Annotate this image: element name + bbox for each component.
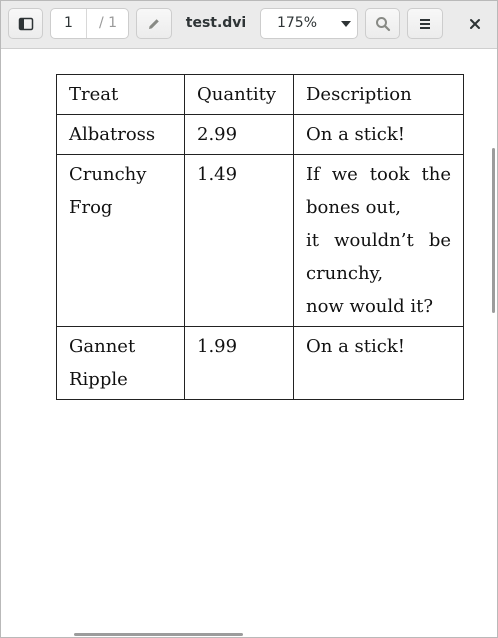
current-page-input[interactable]: 1 bbox=[51, 9, 87, 38]
page-number-entry[interactable]: 1 / 1 bbox=[50, 8, 129, 39]
table-row: Gannet Ripple 1.99 On a stick! bbox=[56, 326, 464, 400]
header-toolbar: 1 / 1 test.dvi 175% bbox=[1, 1, 497, 49]
close-window-button[interactable] bbox=[459, 8, 490, 39]
treat-name: Gannet bbox=[69, 336, 136, 357]
table-header-row: Treat Quantity Description bbox=[56, 74, 464, 115]
document-title: test.dvi bbox=[185, 15, 247, 31]
annotate-button[interactable] bbox=[136, 8, 172, 39]
header-quantity: Quantity bbox=[184, 74, 294, 115]
treat-name: Crunchy bbox=[69, 164, 147, 185]
treats-table: Treat Quantity Description Albatross 2.9… bbox=[56, 74, 464, 400]
close-icon bbox=[469, 18, 480, 29]
horizontal-scrollbar[interactable] bbox=[74, 633, 243, 636]
chevron-down-icon[interactable] bbox=[335, 9, 357, 38]
table-row: Albatross 2.99 On a stick! bbox=[56, 114, 464, 155]
header-treat: Treat bbox=[56, 74, 185, 115]
treat-cell: Albatross bbox=[56, 114, 185, 155]
description-line: it wouldn’t be bbox=[306, 230, 451, 251]
pencil-icon bbox=[149, 18, 159, 29]
treat-name: Albatross bbox=[69, 124, 156, 145]
zoom-value[interactable]: 175% bbox=[276, 15, 318, 31]
search-button[interactable] bbox=[365, 8, 400, 39]
description-line: bones out, bbox=[306, 197, 401, 218]
description-line: If we took the bbox=[306, 164, 451, 185]
quantity-cell: 1.49 bbox=[184, 154, 294, 327]
search-icon bbox=[375, 16, 390, 31]
document-page-view[interactable]: Treat Quantity Description Albatross 2.9… bbox=[1, 49, 497, 637]
description-cell: On a stick! bbox=[293, 114, 464, 155]
sidebar-toggle-button[interactable] bbox=[8, 8, 43, 39]
header-description: Description bbox=[293, 74, 464, 115]
treat-cell: Crunchy Frog bbox=[56, 154, 185, 327]
treat-name: Ripple bbox=[69, 369, 128, 390]
description-cell: On a stick! bbox=[293, 326, 464, 400]
hamburger-menu-icon bbox=[420, 18, 430, 29]
zoom-selector[interactable]: 175% bbox=[260, 8, 358, 39]
description-line: On a stick! bbox=[306, 124, 405, 145]
description-line: crunchy, bbox=[306, 263, 384, 284]
treat-name: Frog bbox=[69, 197, 113, 218]
description-cell: If we took the bones out, it wouldn’t be… bbox=[293, 154, 464, 327]
treat-cell: Gannet Ripple bbox=[56, 326, 185, 400]
main-menu-button[interactable] bbox=[407, 8, 443, 39]
quantity-cell: 2.99 bbox=[184, 114, 294, 155]
description-line: now would it? bbox=[306, 296, 434, 317]
sidebar-toggle-icon bbox=[18, 17, 33, 30]
quantity-cell: 1.99 bbox=[184, 326, 294, 400]
vertical-scrollbar[interactable] bbox=[492, 148, 495, 313]
table-row: Crunchy Frog 1.49 If we took the bones o… bbox=[56, 154, 464, 327]
description-line: On a stick! bbox=[306, 336, 405, 357]
total-pages-label: / 1 bbox=[98, 15, 118, 31]
